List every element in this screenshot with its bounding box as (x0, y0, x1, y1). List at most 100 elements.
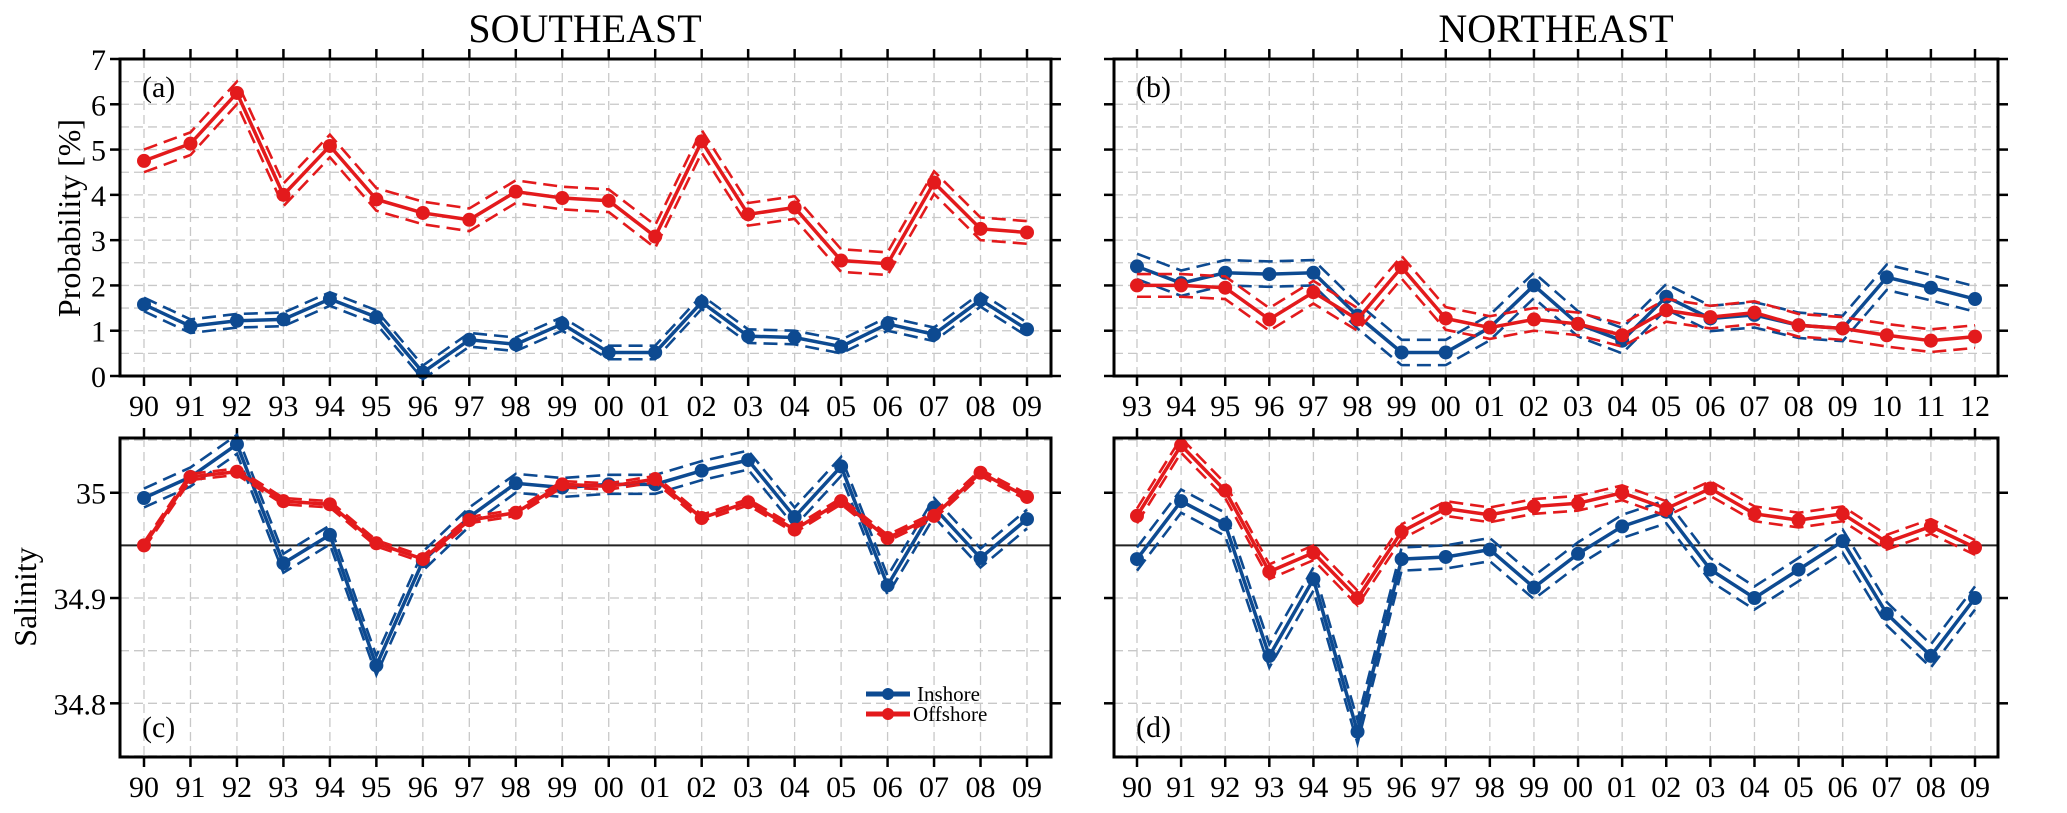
x-tick-label: 92 (222, 771, 252, 804)
data-point-offshore (694, 134, 709, 149)
data-point-offshore (1306, 545, 1321, 560)
data-point-offshore (927, 175, 942, 190)
x-tick-label: 94 (315, 771, 345, 804)
x-tick-label: 96 (408, 771, 438, 804)
x-tick-label: 94 (1298, 771, 1328, 804)
panel-label: (b) (1136, 71, 1171, 104)
legend-offshore-label: Offshore (913, 702, 987, 726)
x-tick-label: 08 (966, 390, 996, 423)
x-tick-label: 05 (826, 771, 856, 804)
x-tick-label: 12 (1960, 390, 1990, 423)
data-point-inshore (787, 509, 802, 524)
data-point-inshore (1879, 270, 1894, 285)
data-point-inshore (1306, 265, 1321, 280)
data-point-inshore (1923, 648, 1938, 663)
data-point-inshore (137, 297, 151, 312)
ci-upper-offshore (142, 467, 1028, 558)
data-point-offshore (1262, 564, 1277, 579)
panel-label: (a) (142, 71, 175, 104)
x-tick-label: 90 (129, 390, 159, 423)
data-point-offshore (741, 207, 756, 222)
data-point-inshore (741, 453, 756, 468)
ci-upper-offshore (1137, 253, 1976, 331)
x-tick-label: 98 (1475, 771, 1505, 804)
data-point-inshore (1130, 259, 1144, 274)
x-tick-label: 03 (733, 390, 763, 423)
y-axis-label-probability: Probability [%] (51, 119, 87, 317)
x-tick-label: 09 (1012, 771, 1042, 804)
x-tick-label: 91 (175, 390, 205, 423)
data-point-offshore (183, 469, 198, 484)
y-tick-label: 0 (91, 361, 106, 394)
data-point-offshore (1526, 499, 1541, 514)
data-point-offshore (1968, 540, 1982, 555)
ci-lower-inshore (143, 451, 1028, 679)
panel-label: (d) (1136, 711, 1171, 744)
data-point-offshore (1968, 329, 1982, 344)
x-tick-label: 97 (454, 771, 484, 804)
x-tick-label: 08 (966, 771, 996, 804)
ci-lower-inshore (1136, 277, 1976, 367)
data-point-inshore (1174, 494, 1189, 509)
data-point-inshore (276, 556, 291, 571)
data-point-offshore (1923, 333, 1938, 348)
x-tick-label: 06 (1828, 771, 1858, 804)
data-point-offshore (973, 221, 988, 236)
data-point-offshore (555, 191, 570, 206)
data-point-offshore (1218, 280, 1233, 295)
data-point-inshore (462, 332, 477, 347)
plot-frame (1112, 57, 2000, 378)
panel-c-southeast-salinity: 90 91 92 93 94 95 96 97 98 99 00 01 02 03 04 05 06 07 08 09… (54, 428, 1061, 804)
legend-inshore-marker (882, 688, 894, 700)
data-point-inshore (1968, 292, 1982, 307)
x-tick-label: 02 (1651, 771, 1681, 804)
data-point-inshore (1438, 549, 1453, 564)
series-inshore (137, 432, 1034, 679)
x-tick-label: 99 (1519, 771, 1549, 804)
data-point-offshore (1482, 320, 1497, 335)
plot-frame (1112, 436, 2000, 759)
data-point-offshore (415, 552, 430, 567)
data-point-offshore (1659, 501, 1674, 516)
y-tick-label: 5 (91, 135, 106, 168)
x-tick-label: 90 (1122, 771, 1152, 804)
data-point-inshore (927, 327, 942, 342)
x-tick-label: 96 (1387, 771, 1417, 804)
x-tick-label: 01 (1607, 771, 1637, 804)
data-point-offshore (1659, 303, 1674, 318)
data-point-offshore (1482, 507, 1497, 522)
x-tick-label: 07 (1872, 771, 1902, 804)
data-point-inshore (694, 463, 709, 478)
x-tick-label: 04 (1739, 771, 1769, 804)
data-point-inshore (322, 292, 337, 307)
column-title-southeast: SOUTHEAST (468, 6, 701, 51)
y-tick-label: 1 (91, 316, 106, 349)
x-tick-label: 96 (408, 390, 438, 423)
x-tick-label: 97 (454, 390, 484, 423)
x-tick-label: 10 (1872, 390, 1902, 423)
x-tick-label: 03 (733, 771, 763, 804)
data-point-inshore (601, 345, 616, 360)
x-tick-label: 00 (1431, 390, 1461, 423)
data-point-inshore (834, 339, 849, 354)
x-tick-label: 09 (1960, 771, 1990, 804)
x-tick-label: 01 (640, 390, 670, 423)
x-tick-label: 90 (129, 771, 159, 804)
ci-upper-offshore (1135, 435, 1976, 593)
panel-a-southeast-probability: 90 91 92 93 94 95 96 97 98 99 00 01 02 03 04 05 06 07 08 09… (91, 44, 1061, 423)
data-point-offshore (1394, 260, 1409, 275)
line-inshore (143, 297, 1028, 375)
data-point-inshore (369, 658, 384, 673)
ci-upper-offshore (143, 79, 1028, 254)
data-point-offshore (880, 256, 895, 271)
data-point-offshore (1791, 513, 1806, 528)
data-point-offshore (137, 153, 151, 168)
panel-d-northeast-salinity: 90 91 92 93 94 95 96 97 98 99 00 01 02 03 04 05 06 07 08 09… (1104, 428, 2008, 804)
data-point-offshore (1526, 312, 1541, 327)
legend-offshore-marker (882, 708, 894, 720)
x-tick-label: 02 (1519, 390, 1549, 423)
data-point-inshore (1130, 552, 1144, 567)
data-point-offshore (880, 531, 895, 546)
x-tick-label: 02 (687, 771, 717, 804)
data-point-offshore (741, 495, 756, 510)
